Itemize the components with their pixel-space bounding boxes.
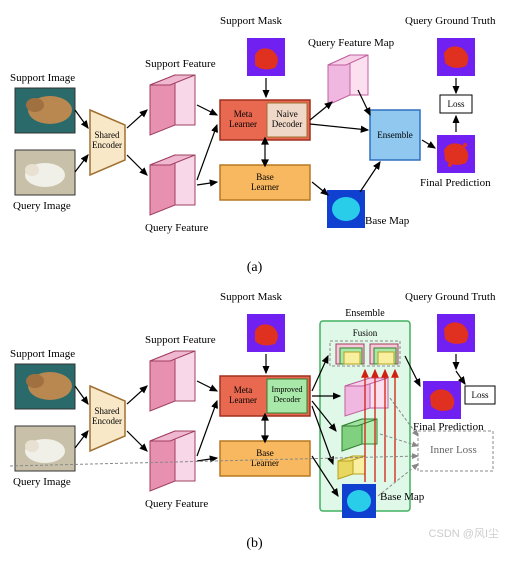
shared-encoder-b: Shared Encoder [90, 386, 125, 451]
svg-text:Learner: Learner [229, 119, 257, 129]
svg-text:Encoder: Encoder [92, 416, 122, 426]
inner-loss-label: Inner Loss [430, 444, 477, 456]
svg-text:Base: Base [256, 172, 274, 182]
query-img-label-b: Query Image [13, 476, 71, 488]
svg-text:Decoder: Decoder [272, 119, 302, 129]
shared-encoder: Shared Encoder [90, 110, 125, 175]
query-feature-cube-b [150, 431, 195, 491]
svg-text:Learner: Learner [229, 395, 257, 405]
svg-text:Ensemble: Ensemble [345, 308, 385, 319]
query-img-label: Query Image [13, 200, 71, 212]
base-map [327, 190, 365, 228]
diagram-a-svg: Shared Encoder Meta Learner Naive Decode… [10, 10, 499, 255]
base-map-label-b: Base Map [380, 491, 424, 503]
support-feature-cube-b [150, 351, 195, 411]
caption-b: (b) [10, 536, 499, 552]
support-mask [247, 38, 285, 76]
support-mask-label-b: Support Mask [220, 291, 282, 303]
svg-text:Improved: Improved [271, 385, 302, 394]
svg-text:Loss: Loss [447, 99, 465, 109]
query-feat-label-b: Query Feature [145, 498, 208, 510]
watermark: CSDN @风I尘 [429, 525, 499, 541]
support-img-label-b: Support Image [10, 348, 75, 360]
svg-text:Meta: Meta [234, 109, 253, 119]
svg-text:Ensemble: Ensemble [377, 130, 413, 140]
svg-text:Base: Base [256, 448, 274, 458]
svg-text:Loss: Loss [471, 390, 489, 400]
svg-text:Naive: Naive [276, 109, 298, 119]
query-feature-cube [150, 155, 195, 215]
svg-text:Decoder: Decoder [273, 395, 300, 404]
support-mask-b [247, 314, 285, 352]
base-map-b [342, 484, 376, 518]
svg-text:Meta: Meta [234, 385, 253, 395]
query-image [15, 150, 75, 195]
query-feat-label: Query Feature [145, 222, 208, 234]
final-pred-label: Final Prediction [420, 177, 491, 189]
final-prediction-b [423, 381, 461, 419]
base-map-label: Base Map [365, 215, 409, 227]
support-mask-label: Support Mask [220, 15, 282, 27]
caption-a: (a) [10, 260, 499, 276]
query-fmap-label: Query Feature Map [308, 37, 394, 49]
final-prediction [437, 135, 475, 173]
diagram-b: Ensemble Shared Encoder [10, 286, 499, 531]
svg-text:Encoder: Encoder [92, 140, 122, 150]
query-gt-label-b: Query Ground Truth [405, 291, 495, 303]
support-feature-cube [150, 75, 195, 135]
svg-text:Shared: Shared [95, 406, 120, 416]
final-pred-label-b: Final Prediction [413, 421, 484, 433]
svg-text:Shared: Shared [95, 130, 120, 140]
svg-text:Fusion: Fusion [353, 328, 378, 338]
query-gt-b [437, 314, 475, 352]
support-feat-label-b: Support Feature [145, 334, 216, 346]
query-gt [437, 38, 475, 76]
query-gt-label: Query Ground Truth [405, 15, 495, 27]
svg-text:Learner: Learner [251, 182, 279, 192]
support-image-b [15, 364, 75, 409]
support-feat-label: Support Feature [145, 58, 216, 70]
support-image [15, 88, 75, 133]
support-img-label: Support Image [10, 72, 75, 84]
diagram-b-svg: Ensemble Shared Encoder [10, 286, 499, 531]
diagram-a: Shared Encoder Meta Learner Naive Decode… [10, 10, 499, 255]
